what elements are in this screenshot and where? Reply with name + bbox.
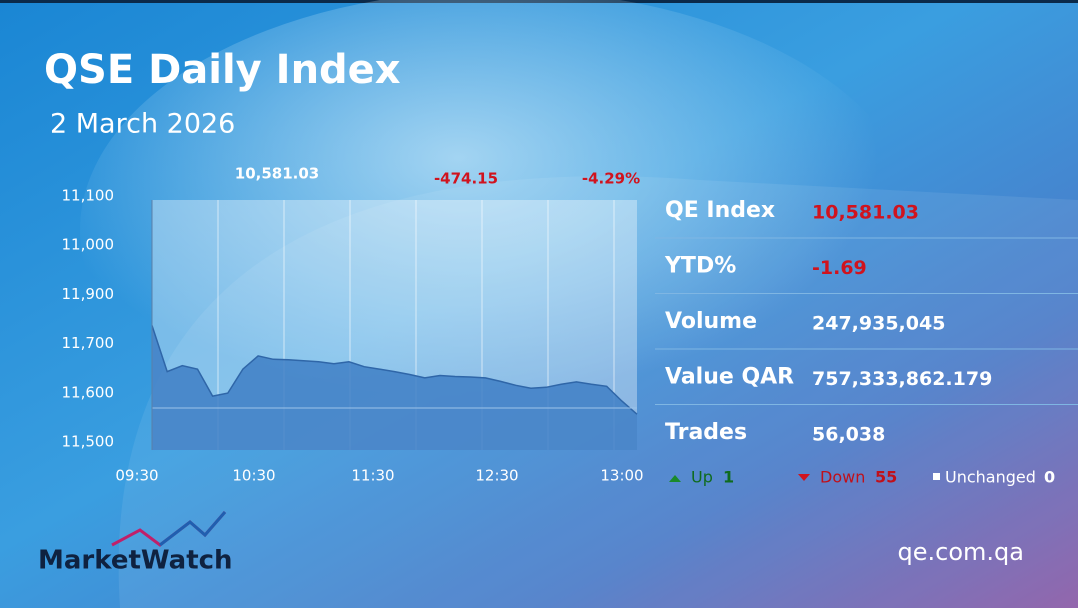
unchanged-icon [933,473,940,480]
y-tick-label: 11,500 [62,433,115,451]
x-tick-label: 10:30 [232,467,275,485]
x-tick-label: 11:30 [351,467,394,485]
down-label: Down [820,468,865,487]
stat-value: 10,581.03 [812,202,919,224]
y-tick-label: 11,100 [62,187,115,205]
area [152,325,637,450]
unchanged-label: Unchanged [945,468,1036,487]
close-value: 10,581.03 [235,165,319,183]
stat-label: QE Index [665,198,775,223]
up-label: Up [691,468,713,487]
x-tick-label: 12:30 [475,467,518,485]
change-pct: -4.29% [582,170,640,188]
stats-panel: QE Index 10,581.03 YTD% -1.69 Volume 247,935,… [655,198,1078,446]
change-value: -474.15 [434,170,498,188]
down-count: 55 [875,468,897,487]
date: 2 March 2026 [50,109,235,140]
stat-label: Trades [665,420,747,445]
y-tick-label: 11,000 [62,236,115,254]
stat-label: Value QAR [665,365,794,390]
logo-mark-blue [159,511,227,547]
line [151,325,638,415]
glow [80,0,920,470]
brand: MarketWatch [38,546,233,576]
y-tick-label: 11,600 [62,383,115,401]
x-tick-label: 09:30 [115,467,158,485]
up-count: 1 [723,468,734,487]
stat-value: 757,333,862.179 [812,368,992,390]
title: QSE Daily Index [44,47,401,93]
stat-label: YTD% [664,254,736,279]
chart: 11,100 11,000 11,900 11,700 11,600 11,50009:3… [62,187,644,485]
y-tick-label: 11,900 [62,285,115,303]
unchanged-count: 0 [1044,468,1055,487]
stat-value: -1.69 [812,257,867,279]
down-icon [798,474,810,481]
up-icon [669,475,681,482]
stat-label: Volume [665,309,757,334]
y-tick-label: 11,700 [62,334,115,352]
x-tick-label: 13:00 [600,467,643,485]
stat-value: 56,038 [812,424,885,446]
stat-value: 247,935,045 [812,313,945,335]
site: qe.com.qa [898,538,1024,566]
